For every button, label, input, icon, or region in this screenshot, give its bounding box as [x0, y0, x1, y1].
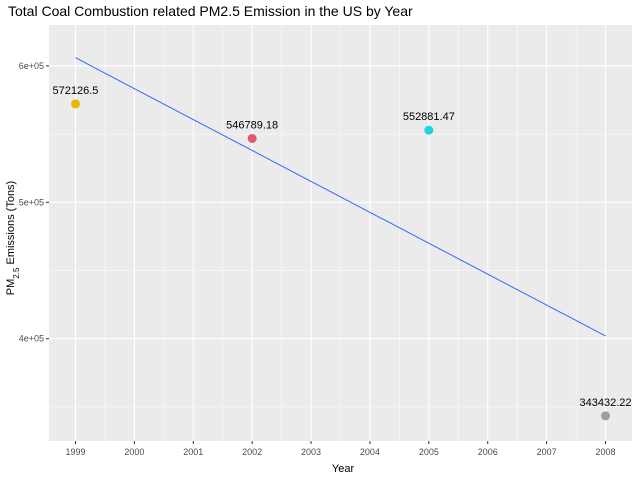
minor-gridlines: [49, 25, 632, 441]
data-label: 343432.22: [580, 397, 632, 409]
y-axis-title-subscript: 2.5: [12, 267, 21, 279]
data-point: [601, 411, 610, 421]
y-axis-title-rest: Emissions (Tons): [5, 181, 17, 268]
y-tick-label: 6e+05: [19, 61, 44, 71]
y-axis-title-base: PM: [5, 279, 17, 296]
x-tick-label: 2004: [360, 447, 380, 457]
data-label: 546789.18: [226, 119, 278, 131]
y-axis-title: PM2.5 Emissions (Tons): [5, 181, 21, 295]
x-tick-label: 2006: [478, 447, 498, 457]
data-points: [71, 99, 610, 421]
x-axis-title: Year: [332, 463, 355, 475]
major-gridlines: [49, 25, 632, 441]
x-tick-label: 2005: [419, 447, 439, 457]
data-label: 572126.5: [53, 85, 99, 97]
y-tick-label: 4e+05: [19, 334, 44, 344]
y-tick-label: 5e+05: [19, 197, 44, 207]
chart-title: Total Coal Combustion related PM2.5 Emis…: [8, 3, 413, 19]
x-tick-label: 2000: [124, 447, 144, 457]
x-tick-label: 2001: [183, 447, 203, 457]
data-point: [71, 99, 80, 109]
x-tick-label: 2008: [595, 447, 615, 457]
x-axis-ticks: 1999 2000 2001 2002 2003 2004 2005 2006 2007 2008: [65, 441, 616, 457]
y-axis-ticks: 4e+05 5e+05 6e+05: [19, 61, 49, 344]
x-tick-label: 1999: [65, 447, 85, 457]
x-tick-label: 2002: [242, 447, 262, 457]
data-label: 552881.47: [403, 111, 455, 123]
data-labels: 572126.5 546789.18 552881.47 343432.22: [53, 85, 632, 409]
data-point: [424, 125, 434, 135]
x-tick-label: 2003: [301, 447, 321, 457]
x-tick-label: 2007: [537, 447, 557, 457]
trend-line-group: [75, 57, 606, 337]
data-point: [247, 133, 257, 143]
trend-line: [75, 57, 606, 337]
